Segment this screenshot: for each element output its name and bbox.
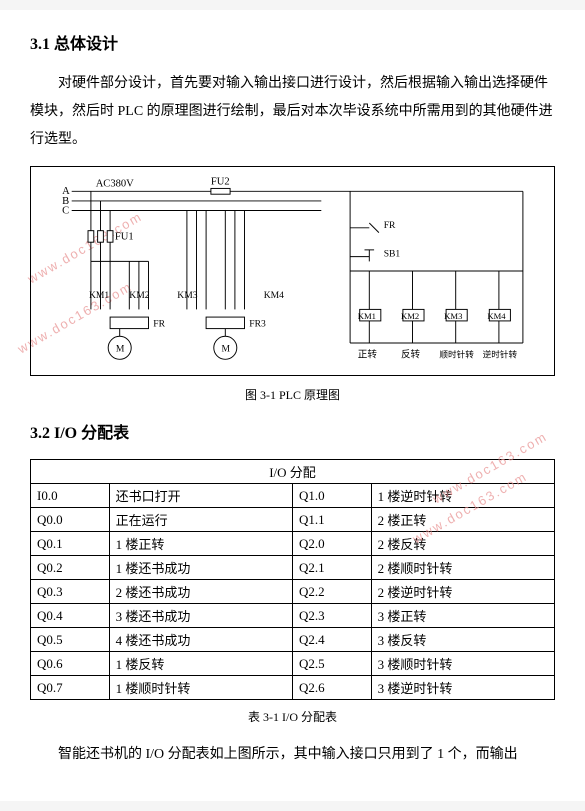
table-cell: 3 楼正转 (371, 604, 554, 628)
table-cell: 1 楼顺时针转 (109, 676, 292, 700)
table-cell: Q0.6 (31, 652, 110, 676)
table-cell: 3 楼顺时针转 (371, 652, 554, 676)
table-cell: Q1.0 (292, 484, 371, 508)
svg-text:逆时针转: 逆时针转 (483, 348, 518, 359)
svg-text:KM4: KM4 (487, 311, 506, 321)
table-cell: Q2.4 (292, 628, 371, 652)
ac-label: AC380V (96, 179, 134, 190)
section-heading: 总体设计 (54, 36, 118, 53)
svg-text:C: C (62, 205, 69, 216)
table-cell: 还书口打开 (109, 484, 292, 508)
document-page: www.doc163.com www.doc163.com www.doc163… (0, 10, 585, 801)
table-row: I0.0还书口打开Q1.01 楼逆时针转 (31, 484, 555, 508)
table-cell: 3 楼还书成功 (109, 604, 292, 628)
svg-text:顺时针转: 顺时针转 (439, 348, 474, 359)
table-cell: 2 楼逆时针转 (371, 580, 554, 604)
table-header: I/O 分配 (31, 460, 555, 484)
svg-text:KM1: KM1 (358, 311, 376, 321)
table-cell: 1 楼还书成功 (109, 556, 292, 580)
table-cell: Q0.3 (31, 580, 110, 604)
table-cell: Q0.5 (31, 628, 110, 652)
table-row: Q0.32 楼还书成功Q2.22 楼逆时针转 (31, 580, 555, 604)
table-cell: Q2.0 (292, 532, 371, 556)
table-cell: Q2.6 (292, 676, 371, 700)
svg-text:FR: FR (384, 220, 396, 231)
table-row: Q0.71 楼顺时针转Q2.63 楼逆时针转 (31, 676, 555, 700)
table-row: Q0.11 楼正转Q2.02 楼反转 (31, 532, 555, 556)
svg-text:FR3: FR3 (249, 319, 266, 330)
section-number: 3.1 (30, 36, 50, 53)
table-cell: 2 楼顺时针转 (371, 556, 554, 580)
table-cell: 1 楼反转 (109, 652, 292, 676)
section-heading: I/O 分配表 (54, 425, 129, 442)
table-caption: 表 3-1 I/O 分配表 (30, 708, 555, 725)
table-cell: Q0.1 (31, 532, 110, 556)
svg-text:KM1: KM1 (89, 290, 109, 301)
table-cell: 3 楼反转 (371, 628, 554, 652)
svg-text:SB1: SB1 (384, 249, 401, 260)
svg-text:正转: 正转 (358, 348, 378, 360)
figure-caption: 图 3-1 PLC 原理图 (30, 386, 555, 403)
svg-text:KM3: KM3 (444, 311, 462, 321)
table-cell: Q0.0 (31, 508, 110, 532)
section-3-2-title: 3.2 I/O 分配表 (30, 419, 555, 443)
svg-text:M: M (116, 344, 125, 355)
table-cell: 正在运行 (109, 508, 292, 532)
plc-schematic-figure: AC380V A B C FU2 FU1 (30, 166, 555, 376)
section-3-1-title: 3.1 总体设计 (30, 30, 555, 54)
table-cell: 1 楼逆时针转 (371, 484, 554, 508)
table-cell: Q2.1 (292, 556, 371, 580)
svg-text:反转: 反转 (401, 348, 421, 360)
table-cell: 4 楼还书成功 (109, 628, 292, 652)
table-cell: 2 楼正转 (371, 508, 554, 532)
svg-text:KM4: KM4 (264, 290, 284, 301)
table-cell: I0.0 (31, 484, 110, 508)
svg-text:KM3: KM3 (177, 290, 197, 301)
table-row: Q0.0正在运行Q1.12 楼正转 (31, 508, 555, 532)
table-body: I0.0还书口打开Q1.01 楼逆时针转Q0.0正在运行Q1.12 楼正转Q0.… (31, 484, 555, 700)
table-cell: Q0.2 (31, 556, 110, 580)
svg-text:FU2: FU2 (211, 177, 230, 188)
paragraph-2: 智能还书机的 I/O 分配表如上图所示，其中输入接口只用到了 1 个，而输出 (30, 741, 555, 769)
table-row: Q0.43 楼还书成功Q2.33 楼正转 (31, 604, 555, 628)
table-cell: Q2.3 (292, 604, 371, 628)
table-cell: Q2.2 (292, 580, 371, 604)
svg-text:M: M (221, 344, 230, 355)
table-cell: 3 楼逆时针转 (371, 676, 554, 700)
table-cell: 2 楼反转 (371, 532, 554, 556)
table-cell: 2 楼还书成功 (109, 580, 292, 604)
svg-text:KM2: KM2 (129, 290, 149, 301)
table-cell: Q0.7 (31, 676, 110, 700)
section-number: 3.2 (30, 425, 50, 442)
svg-text:FU1: FU1 (115, 231, 134, 242)
paragraph-1: 对硬件部分设计，首先要对输入输出接口进行设计，然后根据输入输出选择硬件模块，然后… (30, 70, 555, 154)
svg-text:FR: FR (153, 319, 165, 330)
table-cell: Q1.1 (292, 508, 371, 532)
table-row: Q0.61 楼反转Q2.53 楼顺时针转 (31, 652, 555, 676)
table-cell: Q0.4 (31, 604, 110, 628)
schematic-svg: AC380V A B C FU2 FU1 (39, 175, 546, 367)
table-row: Q0.21 楼还书成功Q2.12 楼顺时针转 (31, 556, 555, 580)
table-cell: 1 楼正转 (109, 532, 292, 556)
table-cell: Q2.5 (292, 652, 371, 676)
svg-text:KM2: KM2 (401, 311, 419, 321)
table-row: Q0.54 楼还书成功Q2.43 楼反转 (31, 628, 555, 652)
io-allocation-table: I/O 分配 I0.0还书口打开Q1.01 楼逆时针转Q0.0正在运行Q1.12… (30, 459, 555, 700)
